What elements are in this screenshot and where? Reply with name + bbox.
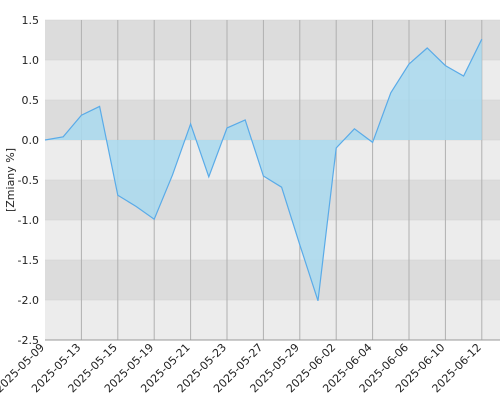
y-tick-label: -2.0 (18, 294, 39, 307)
y-tick-label: -1.5 (18, 254, 39, 267)
y-tick-label: -2.5 (18, 334, 39, 347)
line (44, 38, 483, 301)
band (45, 260, 500, 300)
y-tick-label: -0.5 (18, 174, 39, 187)
y-tick-label: 1.0 (22, 54, 40, 67)
y-axis-label: [Zmiany %] (4, 148, 17, 212)
band (45, 220, 500, 260)
area (45, 39, 482, 301)
y-tick-label: -1.0 (18, 214, 39, 227)
y-tick-label: 1.5 (22, 14, 40, 27)
y-tick-label: 0.5 (22, 94, 40, 107)
y-tick-label: 0.0 (22, 134, 40, 147)
band (45, 180, 500, 220)
band (45, 300, 500, 340)
